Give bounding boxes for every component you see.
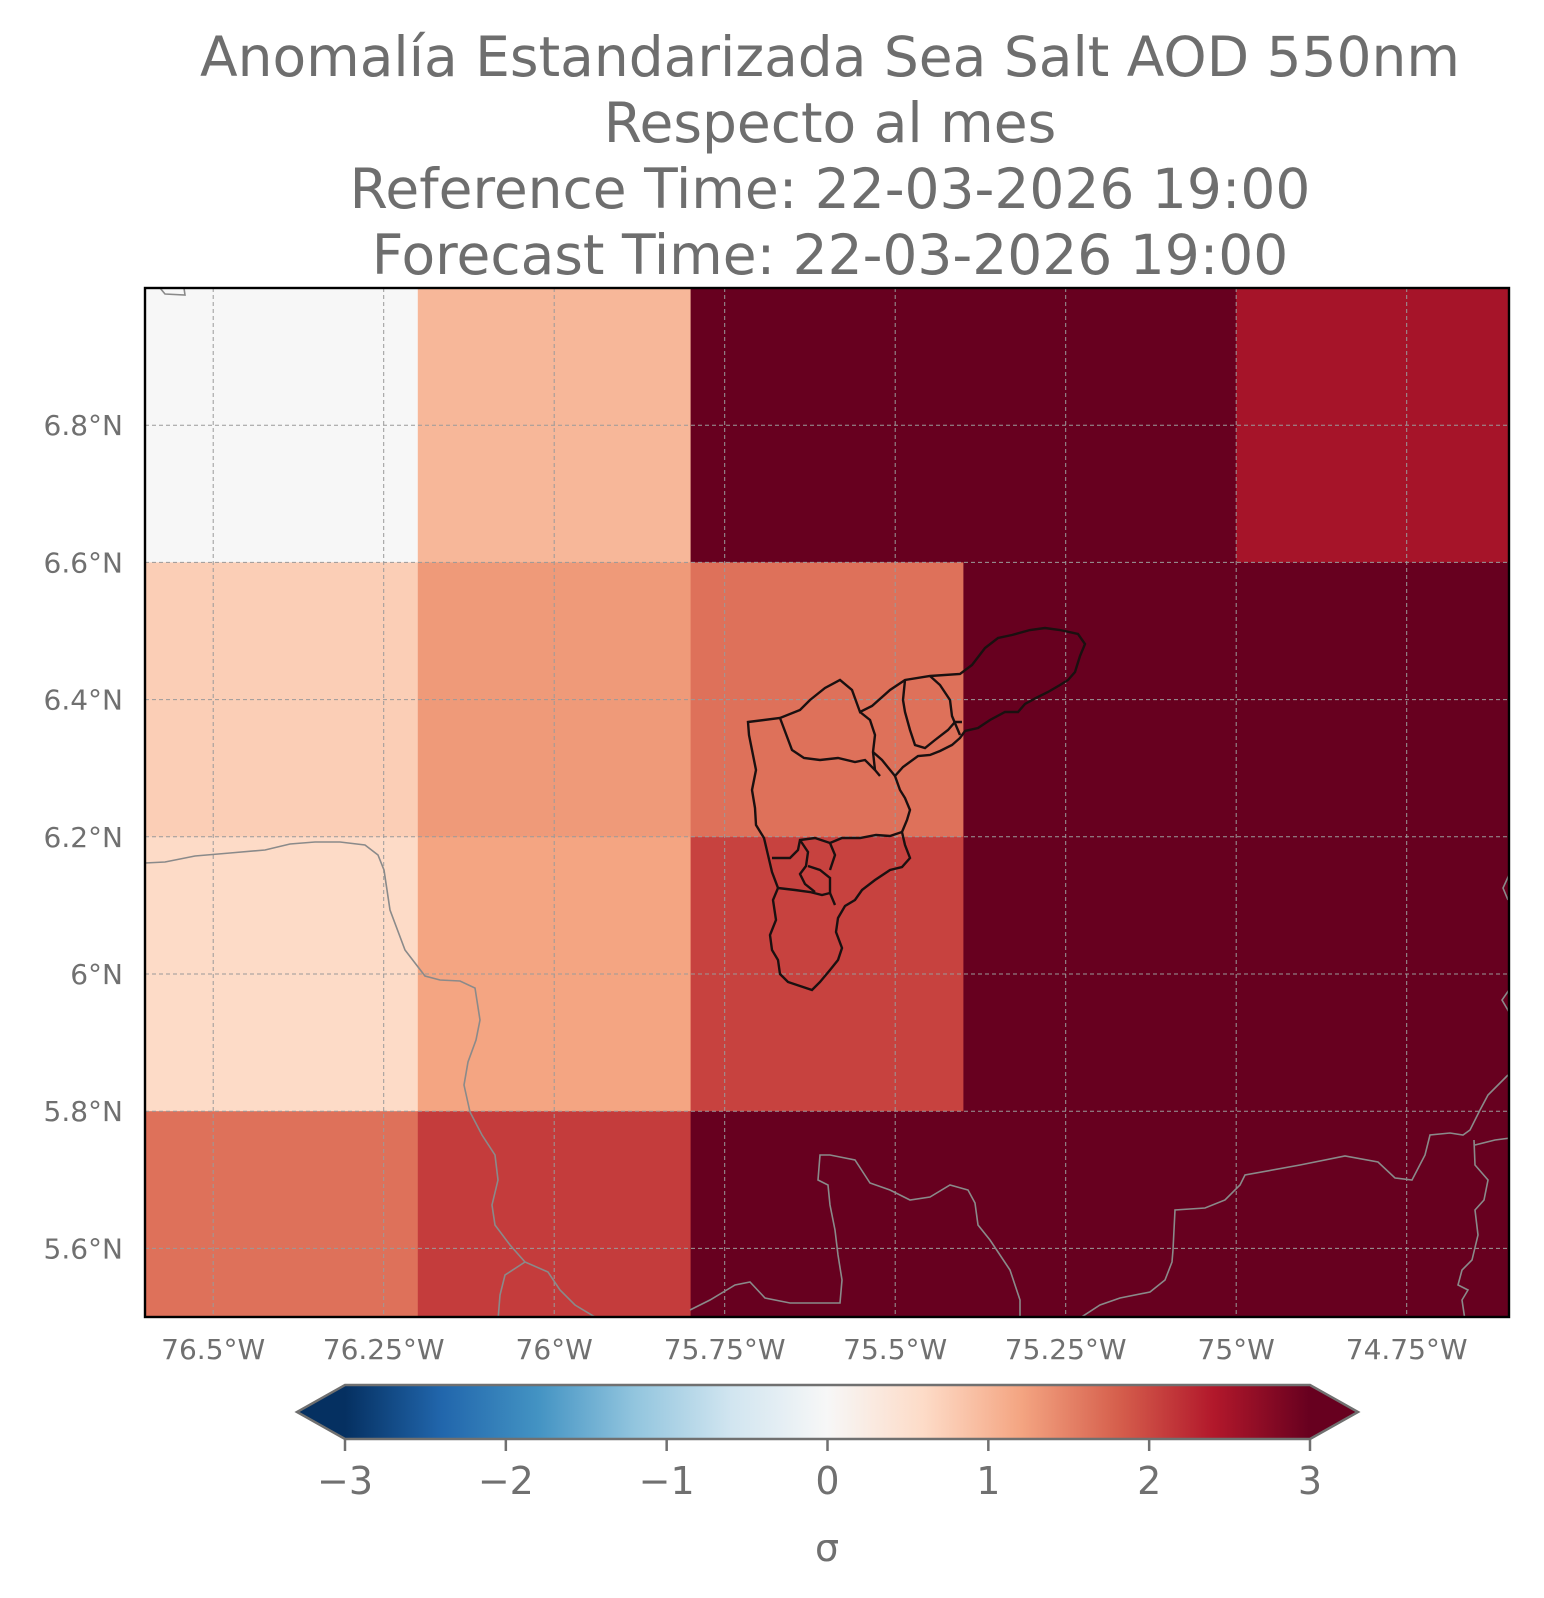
municipality-boundaries: [746, 626, 1087, 992]
border-line-south: [689, 1154, 1021, 1317]
colorbar-tick-label: 0: [815, 1459, 839, 1503]
y-tick-label: 6.8°N: [44, 409, 123, 442]
border-line-east-2: [1474, 1137, 1509, 1146]
title-line-3: Reference Time: 22-03-2026 19:00: [349, 157, 1311, 221]
plot-frame: [143, 286, 1511, 1319]
x-tick-label: 76.25°W: [323, 1333, 445, 1366]
y-tick-label: 6°N: [70, 958, 123, 991]
chart-title: Anomalía Estandarizada Sea Salt AOD 550n…: [150, 24, 1510, 288]
x-axis-ticks: 76.5°W 76.25°W 76°W 75.75°W 75.5°W 75.25°W 75°…: [161, 1333, 1467, 1366]
y-axis-ticks: 5.6°N 5.8°N 6°N 6.2°N 6.4°N 6.6°N 6.8°N: [44, 409, 123, 1265]
border-line-west-2: [497, 1261, 526, 1317]
x-tick-label: 75.75°W: [664, 1333, 786, 1366]
colorbar-tick-label: 1: [976, 1459, 1000, 1503]
border-line-east: [1457, 1139, 1489, 1317]
title-line-2: Respecto al mes: [603, 91, 1057, 155]
colorbar-tick-label: 2: [1137, 1459, 1161, 1503]
title-line-4: Forecast Time: 22-03-2026 19:00: [371, 223, 1289, 287]
x-tick-label: 76°W: [516, 1333, 593, 1366]
border-line-nw: [159, 288, 186, 296]
x-tick-label: 75.5°W: [843, 1333, 947, 1366]
region-inner-line-7: [777, 886, 837, 906]
region-inner-line-5: [872, 751, 896, 777]
country-borders: [145, 288, 1509, 1317]
heatmap-cell-2: [690, 288, 1237, 563]
region-outline-north: [746, 626, 1087, 992]
region-inner-line-4: [929, 675, 962, 736]
x-tick-label: 75.25°W: [1005, 1333, 1127, 1366]
region-inner-line-9: [807, 864, 832, 893]
border-line-south-2: [1080, 1074, 1509, 1317]
x-tick-label: 76.5°W: [161, 1333, 265, 1366]
region-inner-line-2: [859, 711, 877, 771]
colorbar-tick-label: 3: [1298, 1459, 1322, 1503]
y-tick-label: 6.6°N: [44, 546, 123, 579]
region-inner-line-3: [901, 679, 962, 750]
heatmap-cell-12: [145, 1111, 419, 1317]
region-inner-line-8: [798, 839, 816, 893]
x-tick-label: 75°W: [1198, 1333, 1275, 1366]
graticule: [145, 288, 1509, 1317]
colorbar: −3 −2 −1 0 1 2 3 σ: [294, 1383, 1361, 1570]
region-inner-line-1: [778, 717, 881, 777]
colorbar-extend-low: [297, 1385, 345, 1439]
title-line-1: Anomalía Estandarizada Sea Salt AOD 550n…: [200, 25, 1460, 89]
border-line-east-3: [1502, 874, 1509, 901]
colorbar-tick-label: −3: [317, 1459, 373, 1503]
region-inner-line-10: [828, 842, 837, 871]
y-tick-label: 6.4°N: [44, 684, 123, 717]
y-tick-label: 6.2°N: [44, 821, 123, 854]
colorbar-gradient: [345, 1385, 1310, 1439]
colorbar-ticks: −3 −2 −1 0 1 2 3: [317, 1439, 1322, 1503]
border-line-east-4: [1501, 989, 1509, 1013]
colorbar-tick-label: −1: [639, 1459, 695, 1503]
x-tick-label: 74.75°W: [1346, 1333, 1468, 1366]
border-line-west: [145, 841, 597, 1317]
colorbar-label: σ: [815, 1526, 839, 1570]
colorbar-tick-label: −2: [478, 1459, 534, 1503]
y-tick-label: 5.8°N: [44, 1095, 123, 1128]
y-tick-label: 5.6°N: [44, 1232, 123, 1265]
colorbar-extend-high: [1310, 1385, 1358, 1439]
heatmap-cell-7: [963, 562, 1509, 838]
heatmap-cell-14: [690, 1111, 1509, 1317]
